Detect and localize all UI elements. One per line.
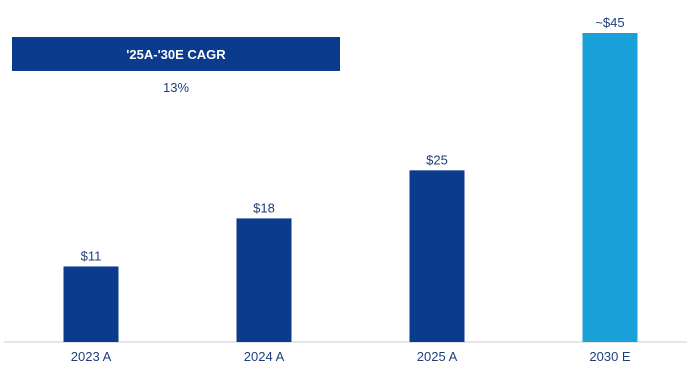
bar-2025-a xyxy=(409,170,465,342)
bar-value-label: $11 xyxy=(81,248,102,263)
bar-value-label: $18 xyxy=(253,200,275,215)
bar-2024-a xyxy=(236,218,292,342)
category-label: 2023 A xyxy=(71,349,112,364)
category-label: 2025 A xyxy=(417,349,458,364)
bar-value-label: $25 xyxy=(426,152,448,167)
cagr-value: 13% xyxy=(162,80,190,95)
bar-2023-a xyxy=(63,266,119,342)
cagr-banner: '25A-'30E CAGR xyxy=(12,37,340,71)
bar-2030-e xyxy=(582,33,638,342)
category-label: 2024 A xyxy=(244,349,285,364)
bar-value-label: ~$45 xyxy=(595,15,624,30)
cagr-banner-label: '25A-'30E CAGR xyxy=(126,46,226,62)
category-label: 2030 E xyxy=(589,349,631,364)
